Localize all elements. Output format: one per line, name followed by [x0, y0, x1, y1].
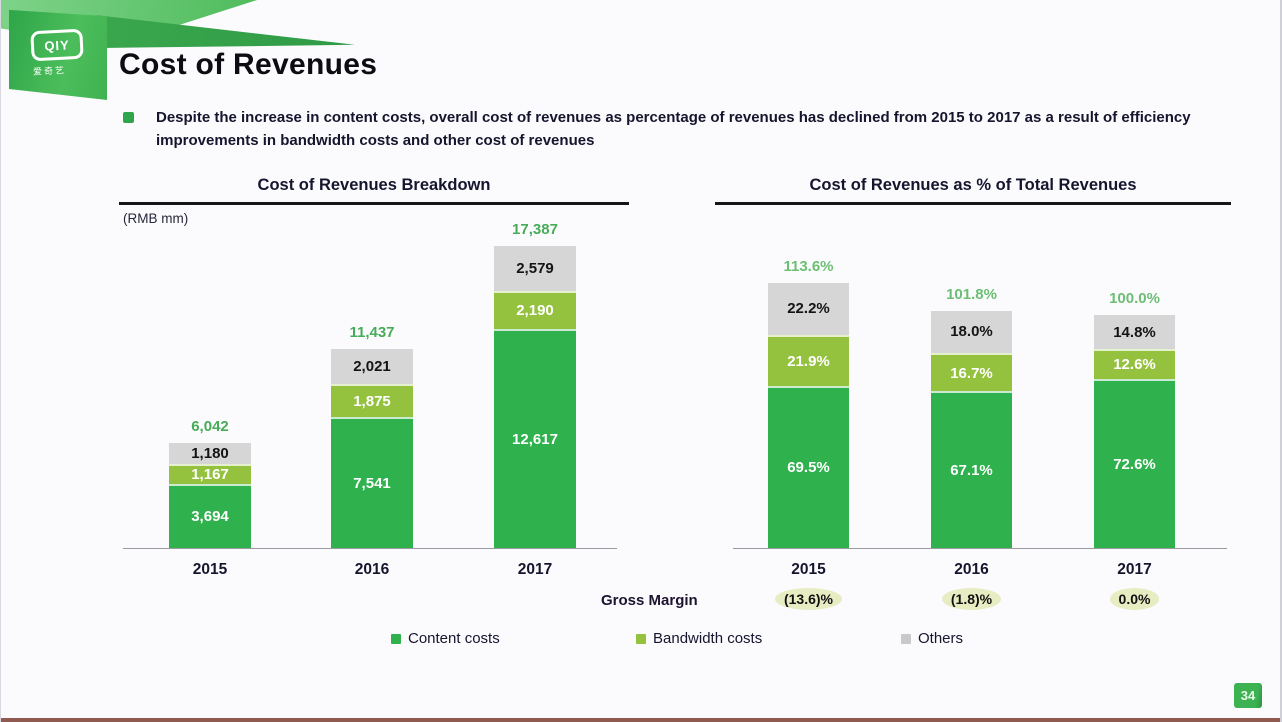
segment-others-2017: 14.8%	[1094, 314, 1175, 350]
legend-label: Others	[918, 630, 964, 647]
segment-content-costs-2017: 12,617	[494, 328, 576, 548]
segment-bandwidth-costs-2015: 21.9%	[768, 334, 849, 386]
segment-content-costs-2016: 7,541	[331, 417, 413, 548]
brand-flag: QIY 爱奇艺	[9, 9, 107, 100]
legend-swatch-icon	[901, 633, 911, 644]
gross-margin-value-2017: 0.0%	[1090, 588, 1180, 610]
legend-item-bandwidth-costs: Bandwidth costs	[636, 630, 762, 647]
total-label-2016: 101.8%	[946, 285, 997, 303]
total-label-2017: 100.0%	[1109, 289, 1160, 307]
bar-2017: 14.8% 12.6% 72.6%	[1094, 314, 1175, 548]
x-tick-2015: 2015	[791, 561, 826, 578]
right-chart-title-block: Cost of Revenues as % of Total Revenues	[715, 176, 1231, 205]
right-chart: 22.2% 21.9% 69.5% 113.6% 2015 18.0% 16.7% 67.1%…	[731, 215, 1233, 578]
segment-bandwidth-costs-2017: 2,190	[494, 290, 576, 329]
x-tick-2017: 2017	[517, 561, 553, 578]
gross-margin-label: Gross Margin	[601, 592, 698, 609]
x-tick-2016: 2016	[354, 561, 390, 578]
gross-margin-pill: (13.6)%	[774, 588, 843, 610]
left-x-axis	[123, 548, 617, 549]
segment-bandwidth-costs-2016: 1,875	[331, 384, 413, 418]
page-number-tab: 34	[1234, 683, 1262, 708]
segment-content-costs-2016: 67.1%	[931, 391, 1012, 548]
x-tick-2015: 2015	[192, 561, 228, 578]
segment-bandwidth-costs-2016: 16.7%	[931, 352, 1012, 392]
segment-others-2016: 18.0%	[931, 310, 1012, 353]
segment-others-2015: 22.2%	[768, 283, 849, 335]
legend-item-content-costs: Content costs	[391, 630, 500, 647]
bullet-text: Despite the increase in content costs, o…	[156, 109, 1191, 149]
bottom-border-line	[1, 718, 1280, 722]
right-chart-title: Cost of Revenues as % of Total Revenues	[809, 176, 1137, 194]
segment-bandwidth-costs-2017: 12.6%	[1094, 349, 1175, 379]
segment-bandwidth-costs-2015: 1,167	[169, 463, 251, 484]
total-label-2015: 6,042	[191, 418, 229, 436]
right-x-axis	[733, 548, 1227, 549]
total-label-2017: 17,387	[512, 221, 558, 238]
bar-2015: 22.2% 21.9% 69.5%	[768, 283, 849, 548]
segment-content-costs-2017: 72.6%	[1094, 378, 1175, 548]
legend-label: Content costs	[408, 630, 500, 647]
left-chart-title: Cost of Revenues Breakdown	[257, 176, 491, 194]
bullet-item: Despite the increase in content costs, o…	[123, 107, 1228, 152]
gross-margin-pill: (1.8)%	[941, 588, 1002, 610]
gross-margin-pill: 0.0%	[1109, 588, 1160, 610]
bar-2016: 18.0% 16.7% 67.1%	[931, 310, 1012, 548]
total-label-2015: 113.6%	[783, 258, 834, 275]
legend-swatch-icon	[391, 633, 401, 644]
iqiyi-logo-icon: QIY	[30, 28, 84, 62]
left-chart: 1,180 1,167 3,694 6,042 2015 2,021 1,875 7,541 1…	[121, 215, 623, 578]
page-title: Cost of Revenues	[119, 48, 378, 81]
iqiyi-logo-subtext: 爱奇艺	[32, 65, 67, 77]
bar-2016: 2,021 1,875 7,541	[331, 349, 413, 548]
segment-content-costs-2015: 3,694	[169, 483, 251, 548]
left-chart-title-block: Cost of Revenues Breakdown	[119, 176, 629, 205]
segment-others-2015: 1,180	[169, 443, 251, 464]
unit-label: (RMB mm)	[123, 211, 189, 226]
gross-margin-value-2015: (13.6)%	[764, 588, 854, 610]
bar-2017: 2,579 2,190 12,617	[494, 246, 576, 548]
segment-others-2016: 2,021	[331, 349, 413, 385]
x-tick-2016: 2016	[954, 561, 989, 578]
legend-label: Bandwidth costs	[653, 630, 763, 647]
x-tick-2017: 2017	[1117, 561, 1152, 578]
total-label-2016: 11,437	[349, 324, 395, 342]
segment-content-costs-2015: 69.5%	[768, 385, 849, 548]
gross-margin-value-2016: (1.8)%	[927, 588, 1017, 610]
legend-item-others: Others	[901, 630, 963, 647]
legend-swatch-icon	[636, 633, 646, 644]
bullet-square-icon	[123, 112, 134, 123]
segment-others-2017: 2,579	[494, 246, 576, 291]
bar-2015: 1,180 1,167 3,694	[169, 443, 251, 548]
